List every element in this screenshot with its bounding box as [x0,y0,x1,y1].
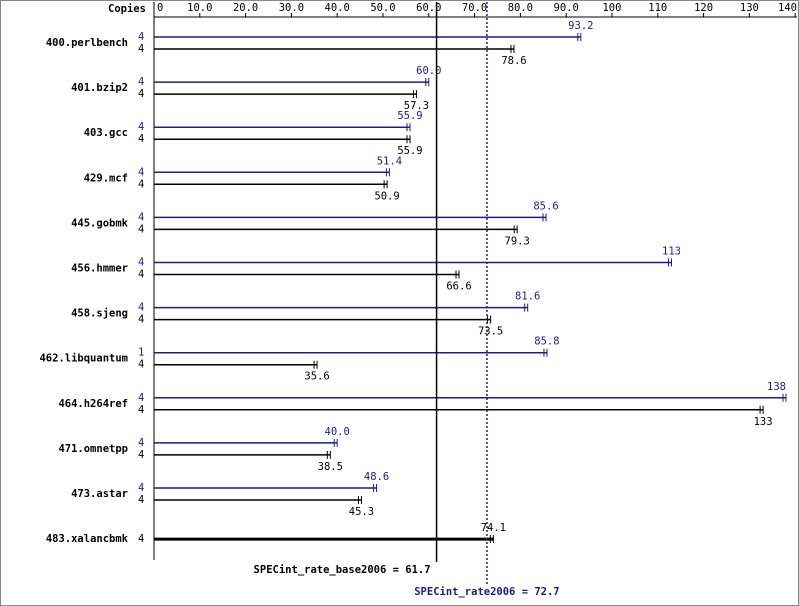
copies-label: 4 [138,121,144,133]
copies-label: 4 [138,257,144,269]
benchmark-label: 483.xalancbmk [46,533,129,545]
value-label: 138 [767,381,786,393]
x-tick-label: 20.0 [233,2,258,14]
x-tick-label: 140 [778,2,797,14]
x-tick-label: 60.0 [416,2,441,14]
x-tick-label: 40.0 [325,2,350,14]
copies-label: 4 [138,482,144,494]
benchmark-label: 456.hmmer [71,263,128,275]
x-tick-label: 70.0 [462,2,487,14]
copies-label: 1 [138,347,144,359]
copies-label: 4 [138,88,144,100]
benchmark-label: 464.h264ref [58,398,128,410]
value-label: 51.4 [377,155,402,167]
x-tick-label: 100 [602,2,621,14]
reference-label: SPECint_rate2006 = 72.7 [414,586,559,598]
value-label: 60.0 [416,65,441,77]
value-label: 55.9 [397,110,422,122]
x-tick-label: 120 [694,2,713,14]
copies-label: 4 [138,166,144,178]
benchmark-label: 473.astar [71,488,128,500]
copies-label: 4 [138,302,144,314]
benchmark-label: 471.omnetpp [58,443,128,455]
value-label: 35.6 [304,371,329,383]
value-label: 50.9 [374,190,399,202]
x-tick-label: 50.0 [370,2,395,14]
value-label: 78.6 [501,55,526,67]
copies-label: 4 [138,314,144,326]
value-label: 57.3 [404,100,429,112]
x-tick-label: 80.0 [508,2,533,14]
copies-label: 4 [138,211,144,223]
copies-label: 4 [138,43,144,55]
value-label: 66.6 [446,281,471,293]
copies-label: 4 [138,223,144,235]
x-tick-label: 30.0 [279,2,304,14]
benchmark-label: 401.bzip2 [71,82,128,94]
x-tick-label: 90.0 [554,2,579,14]
copies-label: 4 [138,392,144,404]
x-tick-label: 0 [157,2,163,14]
value-label: 113 [662,246,681,258]
benchmark-label: 462.libquantum [39,353,128,365]
value-label: 79.3 [505,235,530,247]
copies-label: 4 [138,359,144,371]
copies-label: 4 [138,437,144,449]
copies-label: 4 [138,178,144,190]
value-label: 55.9 [397,145,422,157]
benchmark-label: 429.mcf [84,172,128,184]
copies-label: 4 [138,533,144,545]
copies-label: 4 [138,76,144,88]
copies-label: 4 [138,269,144,281]
x-tick-label: 130 [740,2,759,14]
benchmark-label: 400.perlbench [46,37,128,49]
value-label: 81.6 [515,291,540,303]
benchmark-label: 445.gobmk [71,217,129,229]
benchmark-label: 458.sjeng [71,308,128,320]
copies-label: 4 [138,133,144,145]
reference-label: SPECint_rate_base2006 = 61.7 [254,564,431,576]
value-label: 45.3 [349,506,374,518]
value-label: 73.5 [478,326,503,338]
value-label: 38.5 [318,461,343,473]
value-label: 85.8 [534,336,559,348]
copies-header: Copies [108,3,146,15]
x-tick-label: 10.0 [187,2,212,14]
copies-label: 4 [138,494,144,506]
copies-label: 4 [138,31,144,43]
value-label: 85.6 [533,200,558,212]
copies-label: 4 [138,404,144,416]
benchmark-label: 403.gcc [84,127,128,139]
x-tick-label: 110 [648,2,667,14]
value-label: 48.6 [364,471,389,483]
copies-label: 4 [138,449,144,461]
value-label: 74.1 [481,522,506,534]
value-label: 40.0 [325,426,350,438]
value-label: 93.2 [568,20,593,32]
value-label: 133 [754,416,773,428]
